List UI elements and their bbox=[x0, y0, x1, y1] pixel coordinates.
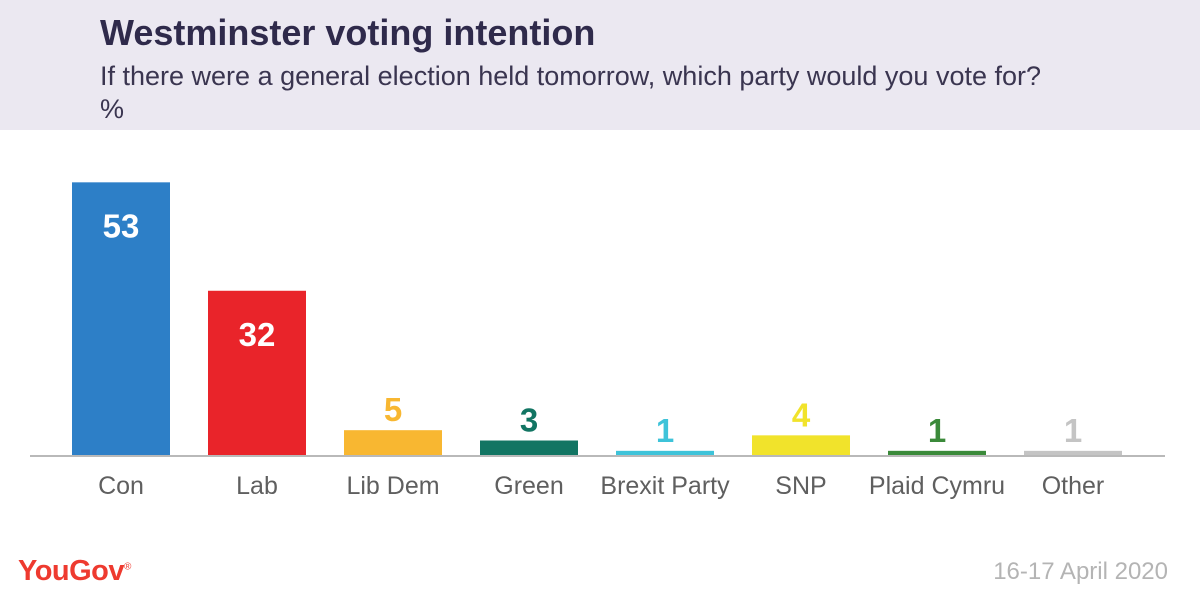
bar-snp bbox=[752, 435, 850, 456]
category-label-lab: Lab bbox=[236, 472, 278, 500]
category-label-snp: SNP bbox=[775, 472, 826, 500]
bar-green bbox=[480, 440, 578, 456]
value-label-lab: 32 bbox=[239, 316, 276, 353]
chart-subtitle: If there were a general election held to… bbox=[100, 61, 1042, 124]
category-labels: Con Lab Lib Dem Green Brexit Party SNP Plaid C… bbox=[98, 472, 1104, 500]
category-label-plaid-cymru: Plaid Cymru bbox=[869, 472, 1005, 500]
bar-lib-dem bbox=[344, 430, 442, 456]
category-label-con: Con bbox=[98, 472, 144, 500]
value-label-snp: 4 bbox=[792, 396, 811, 433]
bar-lab bbox=[208, 290, 306, 456]
bar-plaid-cymru bbox=[888, 450, 986, 456]
category-label-other: Other bbox=[1042, 472, 1105, 500]
category-label-brexit-party: Brexit Party bbox=[600, 472, 730, 500]
fieldwork-date: 16-17 April 2020 bbox=[993, 558, 1168, 585]
chart-header: Westminster voting intention If there we… bbox=[0, 0, 1200, 130]
value-label-plaid-cymru: 1 bbox=[928, 412, 946, 449]
value-label-con: 53 bbox=[103, 207, 140, 244]
category-label-lib-dem: Lib Dem bbox=[346, 472, 439, 500]
category-label-green: Green bbox=[494, 472, 563, 500]
value-label-other: 1 bbox=[1064, 412, 1082, 449]
bar-other bbox=[1024, 450, 1122, 456]
yougov-logo: YouGov® bbox=[18, 555, 131, 587]
value-label-green: 3 bbox=[520, 402, 538, 439]
chart-title: Westminster voting intention bbox=[100, 12, 596, 53]
bar-brexit-party bbox=[616, 450, 714, 456]
bar-con bbox=[72, 182, 170, 456]
value-label-brexit-party: 1 bbox=[656, 412, 674, 449]
value-label-lib-dem: 5 bbox=[384, 391, 402, 428]
brand-name: YouGov bbox=[18, 555, 125, 587]
